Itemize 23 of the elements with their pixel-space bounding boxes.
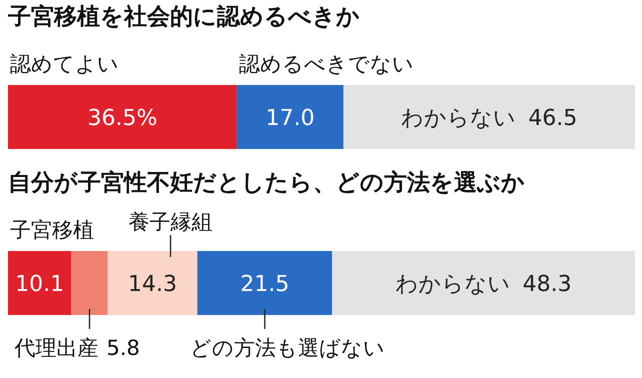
bar: [108, 251, 198, 315]
data-label: 5.8: [106, 336, 140, 360]
data-label: 46.5: [528, 106, 578, 131]
data-label: 17.0: [266, 106, 315, 131]
data-label: 21.5: [240, 272, 290, 297]
series-label: わからない: [401, 106, 516, 131]
series-label: 養子縁組: [128, 210, 213, 234]
bar: [197, 251, 332, 315]
data-label: 36.5%: [87, 106, 158, 131]
data-label: 10.1: [15, 272, 64, 297]
bar: [8, 251, 72, 315]
bar: [332, 251, 635, 315]
bar: [71, 251, 108, 315]
series-label: 認めてよい: [10, 52, 119, 76]
series-label: 子宮移植: [10, 218, 94, 242]
series-label: 認めるべきでない: [238, 52, 414, 76]
series-label: 代理出産: [14, 336, 99, 360]
data-label: 14.3: [128, 272, 178, 297]
series-label: わからない: [396, 272, 511, 297]
chart-title: 子宮移植を社会的に認めるべきか: [7, 3, 360, 30]
series-label: どの方法も選ばない: [190, 336, 385, 360]
data-label: 48.3: [522, 272, 572, 297]
chart-title: 自分が子宮性不妊だとしたら、どの方法を選ぶか: [8, 169, 525, 196]
